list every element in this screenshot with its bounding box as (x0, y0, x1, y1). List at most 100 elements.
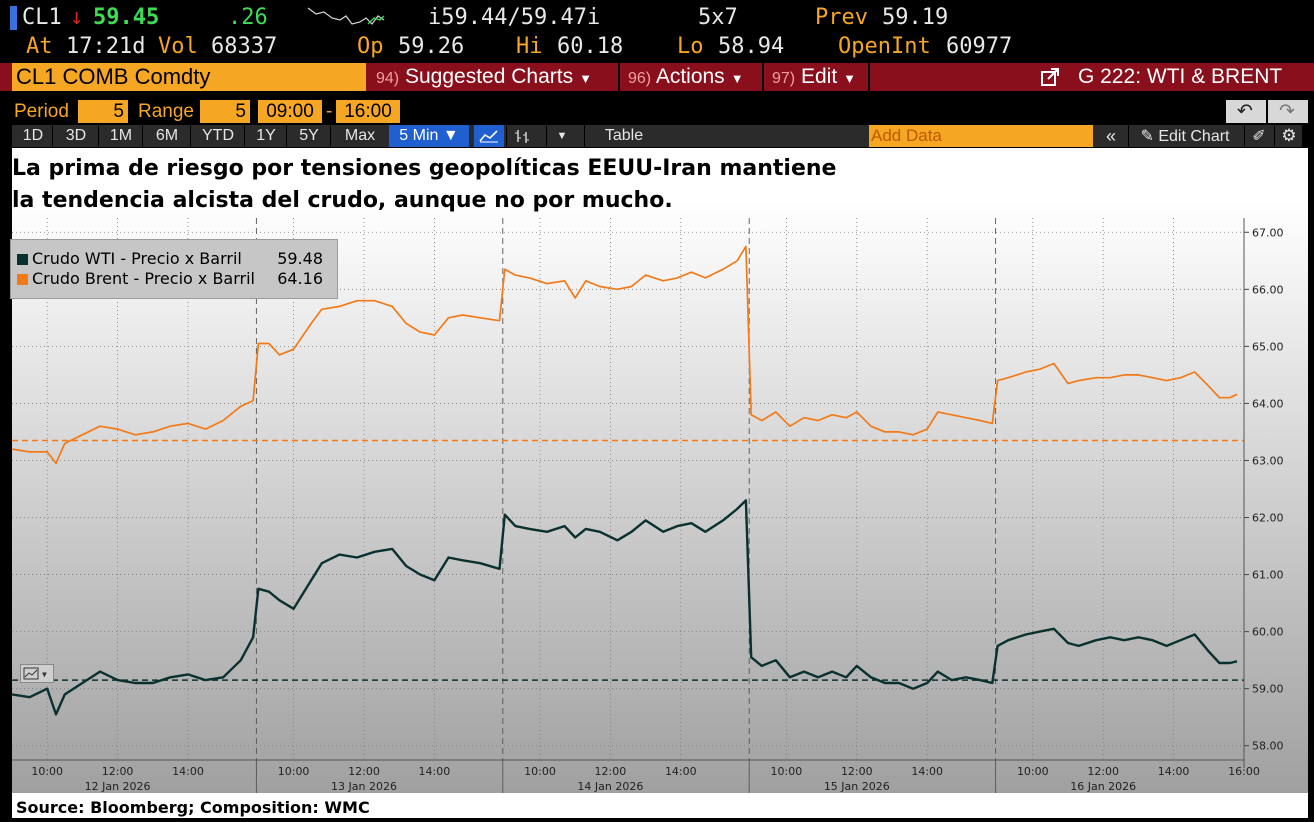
source-bar (12, 793, 1308, 818)
y-tick-label: 66.00 (1252, 283, 1284, 296)
interval-select[interactable]: 5 Min ▼ (389, 125, 469, 147)
annotate-icon[interactable]: ✐ (1244, 125, 1273, 147)
end-time-input[interactable]: 16:00 (336, 100, 400, 123)
ticker-marker (10, 6, 17, 30)
legend-item-wti: Crudo WTI - Precio x Barril 59.48 (17, 249, 333, 269)
x-tick-label: 14:00 (665, 765, 697, 778)
range-button-ytd[interactable]: YTD (190, 125, 245, 147)
edit-label: Edit (800, 65, 838, 88)
y-tick-label: 60.00 (1252, 626, 1284, 639)
range-button-5y[interactable]: 5Y (286, 125, 331, 147)
menu-divider (868, 63, 870, 91)
at-label: At (26, 34, 53, 59)
bid-ask: i59.44/59.47i (428, 5, 601, 30)
undo-button[interactable]: ↶ (1226, 100, 1266, 123)
actions-menu[interactable]: 96) Actions ▼ (628, 63, 744, 91)
x-tick-label: 10:00 (278, 765, 310, 778)
range-button-max[interactable]: Max (330, 125, 389, 147)
last-price: 59.45 (93, 5, 160, 30)
high-value: 60.18 (557, 34, 624, 59)
line-chart-icon[interactable] (474, 125, 504, 147)
sparkline-icon (307, 7, 385, 25)
low-label: Lo (677, 34, 704, 59)
ticker-symbol: CL1 (22, 5, 62, 30)
range-button-1m[interactable]: 1M (98, 125, 143, 147)
prev-label: Prev (815, 5, 868, 30)
y-tick-label: 64.00 (1252, 397, 1284, 410)
redo-button[interactable]: ↷ (1268, 100, 1308, 123)
vol-value: 68337 (211, 34, 278, 59)
caret-down-icon: ▼ (730, 71, 744, 86)
edit-chart-label: Edit Chart (1158, 128, 1230, 145)
bar-chart-icon[interactable] (506, 125, 537, 147)
undo-icon: ↶ (1237, 100, 1253, 122)
series-line-wti (11, 499, 1238, 716)
at-time: 17:21d (66, 34, 146, 59)
chart-source: Source: Bloomberg; Composition: WMC (16, 798, 370, 817)
x-tick-label: 12:00 (841, 765, 873, 778)
actions-label: Actions (655, 65, 725, 88)
collapse-icon[interactable]: « (1105, 126, 1116, 146)
down-arrow-icon: ↓ (70, 5, 84, 30)
open-interest-value: 60977 (946, 34, 1013, 59)
range-button-1y[interactable]: 1Y (244, 125, 287, 147)
chart-type-dropdown-icon[interactable]: ▼ (546, 125, 577, 147)
edit-menu[interactable]: 97) Edit ▼ (772, 63, 856, 91)
chart-title-line-1: La prima de riesgo por tensiones geopolí… (12, 156, 836, 181)
suggested-charts-label: Suggested Charts (404, 65, 574, 88)
legend-swatch-wti (17, 254, 28, 265)
x-tick-label: 12:00 (348, 765, 380, 778)
gear-icon[interactable]: ⚙ (1274, 125, 1303, 147)
legend-value-wti: 59.48 (277, 249, 323, 268)
x-tick-label: 10:00 (524, 765, 556, 778)
suggested-charts-number: 94) (376, 70, 400, 87)
x-day-label: 13 Jan 2026 (331, 780, 397, 793)
range-label: Range (138, 101, 194, 122)
security-field[interactable]: CL1 COMB Comdty (12, 63, 366, 91)
x-tick-label: 14:00 (1158, 765, 1190, 778)
suggested-charts-menu[interactable]: 94) Suggested Charts ▼ (376, 63, 592, 91)
chart-legend[interactable]: Crudo WTI - Precio x Barril 59.48 Crudo … (10, 239, 338, 299)
x-tick-label: 16:00 (1228, 765, 1260, 778)
period-input[interactable]: 5 (78, 100, 128, 123)
range-button-6m[interactable]: 6M (142, 125, 191, 147)
start-time-input[interactable]: 09:00 (258, 100, 322, 123)
chart-title-line-2: la tendencia alcista del crudo, aunque n… (12, 188, 673, 213)
redo-icon: ↷ (1279, 100, 1295, 122)
caret-down-icon: ▼ (843, 71, 857, 86)
y-tick-label: 58.00 (1252, 740, 1284, 753)
y-tick-label: 62.00 (1252, 512, 1284, 525)
table-button[interactable]: Table (584, 125, 663, 147)
x-tick-label: 14:00 (172, 765, 204, 778)
actions-number: 96) (628, 70, 652, 87)
legend-item-brent: Crudo Brent - Precio x Barril 64.16 (17, 269, 333, 289)
y-tick-label: 61.00 (1252, 569, 1284, 582)
x-day-label: 12 Jan 2026 (85, 780, 151, 793)
external-link-icon[interactable] (1040, 67, 1060, 87)
high-label: Hi (516, 34, 543, 59)
range-button-1d[interactable]: 1D (22, 127, 44, 144)
range-input[interactable]: 5 (200, 100, 250, 123)
x-tick-label: 14:00 (911, 765, 943, 778)
add-data-input[interactable]: Add Data (869, 125, 1093, 147)
y-tick-label: 59.00 (1252, 683, 1284, 696)
x-tick-label: 12:00 (1087, 765, 1119, 778)
range-button-3d[interactable]: 3D (52, 125, 99, 147)
time-dash: - (326, 101, 333, 122)
x-tick-label: 10:00 (31, 765, 63, 778)
edit-chart-button[interactable]: ✎ Edit Chart (1128, 125, 1241, 147)
y-tick-label: 63.00 (1252, 454, 1284, 467)
x-day-label: 15 Jan 2026 (824, 780, 890, 793)
open-value: 59.26 (398, 34, 465, 59)
chart-type-toggle[interactable]: ▼ (20, 664, 54, 683)
legend-label-wti: Crudo WTI - Precio x Barril (32, 249, 242, 268)
x-tick-label: 10:00 (1017, 765, 1049, 778)
y-tick-label: 67.00 (1252, 226, 1284, 239)
legend-swatch-brent (17, 274, 28, 285)
open-interest-label: OpenInt (838, 34, 931, 59)
menu-divider (618, 63, 620, 91)
net-change: .26 (228, 5, 268, 30)
mini-chart-icon: ▼ (23, 667, 47, 680)
open-label: Op (357, 34, 384, 59)
legend-value-brent: 64.16 (277, 269, 323, 288)
